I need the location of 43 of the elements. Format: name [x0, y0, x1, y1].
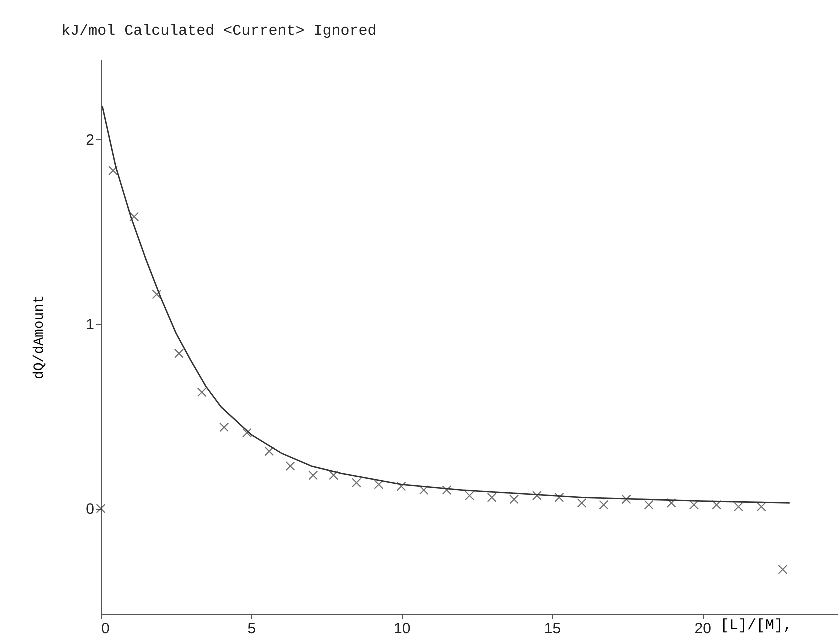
point	[532, 491, 542, 501]
point	[96, 504, 106, 514]
point	[396, 482, 406, 492]
chart-title: kJ/mol Calculated <Current> Ignored	[62, 23, 377, 40]
y-tick-label: 2	[86, 132, 94, 149]
point	[197, 388, 207, 398]
point	[108, 166, 118, 176]
point	[308, 470, 318, 480]
point	[242, 428, 252, 438]
point	[286, 462, 296, 471]
point	[264, 446, 274, 456]
x-tick-label: 15	[544, 620, 562, 636]
y-axis-title: dQ/dAmount	[32, 295, 48, 380]
point	[130, 212, 140, 222]
point	[220, 422, 230, 432]
point	[756, 502, 766, 512]
point	[712, 500, 722, 510]
point	[352, 478, 362, 488]
point	[510, 494, 520, 504]
point	[599, 500, 609, 510]
point	[577, 498, 587, 508]
point	[174, 348, 184, 358]
y-tick-label: 0	[86, 501, 94, 518]
point	[374, 480, 384, 490]
x-tick-label: 0	[102, 620, 110, 636]
y-tick-label: 1	[86, 316, 94, 334]
point	[465, 491, 475, 501]
x-tick-label: 5	[248, 620, 256, 636]
point	[419, 486, 429, 496]
x-tick-label: 10	[394, 620, 411, 636]
point	[554, 492, 564, 502]
point	[622, 494, 632, 504]
x-axis-title: [L]/[M],	[720, 618, 793, 634]
point	[487, 492, 497, 502]
point	[329, 470, 339, 480]
point	[442, 486, 452, 496]
point	[152, 290, 162, 300]
point	[778, 564, 788, 574]
point	[644, 500, 654, 510]
point	[689, 500, 699, 510]
point	[734, 502, 744, 512]
point	[666, 498, 676, 508]
x-tick-label: 20	[694, 620, 712, 636]
